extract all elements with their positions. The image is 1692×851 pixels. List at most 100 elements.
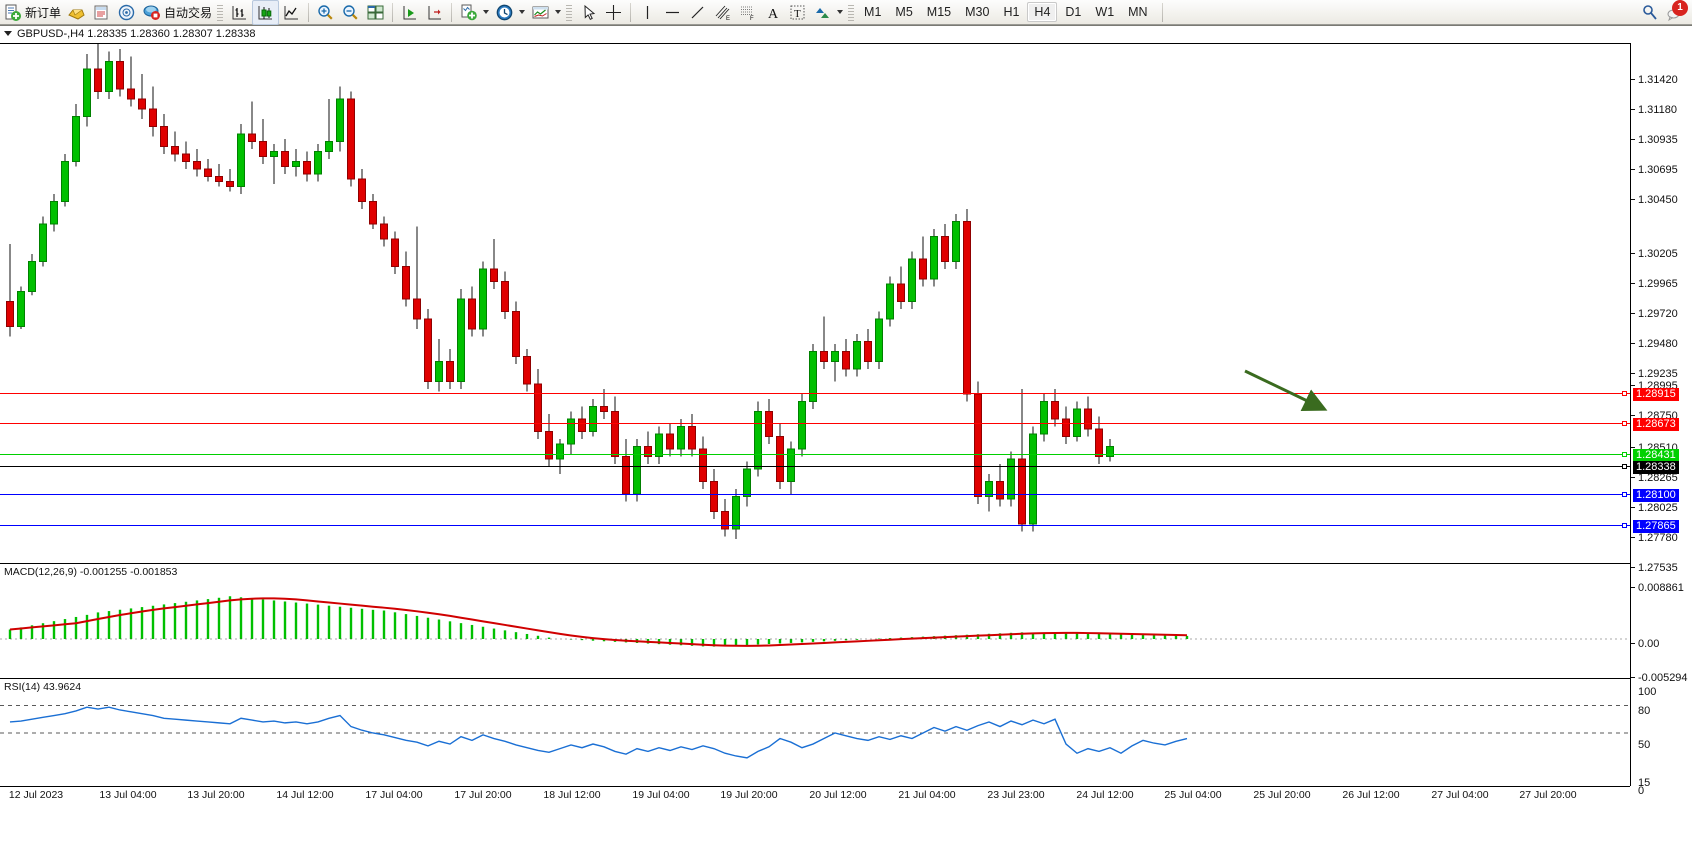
market-watch-button[interactable]: [64, 1, 89, 24]
price-label-resistance-1[interactable]: 1.28915: [1633, 388, 1679, 401]
timeframe-group: M1 M5 M15 M30 H1 H4 D1 W1 MN: [858, 2, 1154, 22]
timeframe-d1[interactable]: D1: [1065, 5, 1082, 19]
price-line-current-price[interactable]: [0, 466, 1630, 467]
price-line-handle-support-blue-1[interactable]: [1622, 492, 1627, 497]
scale-tickmark: [1631, 373, 1635, 374]
time-axis-label: 25 Jul 20:00: [1253, 789, 1311, 801]
crosshair-tool-button[interactable]: [601, 1, 626, 24]
timeframe-w1[interactable]: W1: [1095, 5, 1115, 19]
period-dropdown-arrow[interactable]: [519, 10, 526, 14]
clock-icon: [495, 3, 514, 22]
downtrend-arrow-annotation[interactable]: [1240, 366, 1350, 426]
scale-tickmark: [1631, 537, 1635, 538]
auto-scroll-button[interactable]: [397, 1, 422, 24]
price-tick-label: 1.29720: [1638, 308, 1678, 320]
timeframe-h1[interactable]: H1: [1003, 5, 1020, 19]
price-line-support-blue-1[interactable]: [0, 494, 1630, 495]
text-label-button[interactable]: T: [785, 1, 810, 24]
trendline-icon: [688, 3, 707, 22]
candlestick-chart-button[interactable]: [252, 0, 280, 25]
time-axis-label: 21 Jul 04:00: [898, 789, 956, 801]
price-line-handle-resistance-1[interactable]: [1622, 391, 1627, 396]
timeframe-h4[interactable]: H4: [1027, 2, 1058, 22]
notifications-icon[interactable]: 1: [1665, 0, 1688, 22]
bar-chart-icon: [230, 3, 249, 22]
timeframe-m1[interactable]: M1: [864, 5, 882, 19]
price-line-handle-current-price[interactable]: [1622, 464, 1627, 469]
indicators-dropdown-arrow[interactable]: [483, 10, 490, 14]
price-tick-label: 1.28265: [1638, 472, 1678, 484]
timeframe-m30[interactable]: M30: [965, 5, 990, 19]
time-axis-label: 18 Jul 12:00: [543, 789, 601, 801]
arrows-icon: [813, 3, 832, 22]
zoom-out-button[interactable]: [338, 1, 363, 24]
price-line-support-green[interactable]: [0, 454, 1630, 455]
price-label-support-blue-1[interactable]: 1.28100: [1633, 489, 1679, 502]
indicators-button[interactable]: [456, 1, 492, 24]
time-axis-separator: [0, 786, 1630, 787]
arrows-dropdown-arrow[interactable]: [837, 10, 844, 14]
chart-shift-button[interactable]: [422, 1, 447, 24]
price-line-resistance-2[interactable]: [0, 423, 1630, 424]
scale-tickmark: [1631, 79, 1635, 80]
line-chart-icon: [282, 3, 301, 22]
price-line-handle-support-green[interactable]: [1622, 452, 1627, 457]
toolbar-grip-3[interactable]: [848, 2, 855, 22]
price-scale[interactable]: 1.31420 1.31180 1.30935 1.30695 1.30450 1.302…: [1630, 43, 1692, 797]
data-window-button[interactable]: [89, 1, 114, 24]
macd-pane[interactable]: MACD(12,26,9) -0.001255 -0.001853: [0, 563, 1630, 678]
timeframe-m15[interactable]: M15: [926, 5, 952, 19]
macd-tickmark: [1631, 587, 1635, 588]
autotrading-icon: [142, 3, 161, 22]
price-pane[interactable]: [0, 43, 1630, 563]
fibonacci-button[interactable]: F: [735, 1, 760, 24]
line-chart-button[interactable]: [279, 1, 304, 24]
candlestick-chart-icon: [256, 3, 275, 22]
rsi-pane[interactable]: RSI(14) 43.9624: [0, 678, 1630, 786]
new-order-label: 新订单: [25, 5, 62, 20]
price-line-resistance-1[interactable]: [0, 393, 1630, 394]
price-label-resistance-2[interactable]: 1.28673: [1633, 418, 1679, 431]
arrows-button[interactable]: [810, 1, 846, 24]
text-tool-button[interactable]: A: [760, 1, 785, 24]
price-tick-label: 1.31420: [1638, 74, 1678, 86]
new-order-button[interactable]: 新订单: [0, 1, 64, 24]
navigator-button[interactable]: [114, 1, 139, 24]
timeframe-m5[interactable]: M5: [895, 5, 913, 19]
search-icon[interactable]: [1640, 3, 1659, 22]
crosshair-icon: [604, 3, 623, 22]
trendline-button[interactable]: [685, 1, 710, 24]
rsi-tick-label: 0: [1638, 785, 1645, 797]
templates-button[interactable]: [528, 1, 564, 24]
vertical-line-button[interactable]: [635, 1, 660, 24]
time-axis-label: 27 Jul 20:00: [1519, 789, 1577, 801]
equidistant-channel-button[interactable]: E: [710, 1, 735, 24]
zoom-in-button[interactable]: [313, 1, 338, 24]
time-axis-label: 14 Jul 12:00: [276, 789, 334, 801]
autotrading-button[interactable]: 自动交易: [139, 1, 215, 24]
price-tick-label: 1.30695: [1638, 164, 1678, 176]
rsi-tick-label: 15: [1638, 777, 1651, 789]
price-label-support-green[interactable]: 1.28431: [1633, 449, 1679, 462]
scale-tickmark: [1631, 567, 1635, 568]
horizontal-line-button[interactable]: [660, 1, 685, 24]
rsi-tick-label: 100: [1638, 686, 1657, 698]
price-line-handle-support-blue-2[interactable]: [1622, 523, 1627, 528]
collapse-triangle-icon[interactable]: [4, 31, 12, 36]
toolbar-separator-2: [392, 2, 394, 22]
toolbar-grip-2[interactable]: [566, 2, 573, 22]
cursor-tool-button[interactable]: [576, 1, 601, 24]
templates-dropdown-arrow[interactable]: [555, 10, 562, 14]
timeframe-mn[interactable]: MN: [1128, 5, 1148, 19]
price-label-support-blue-2[interactable]: 1.27865: [1633, 520, 1679, 533]
toolbar-grip-1[interactable]: [217, 2, 224, 22]
price-label-current-price[interactable]: 1.28338: [1633, 461, 1679, 474]
price-tick-label: 1.30450: [1638, 194, 1678, 206]
price-line-handle-resistance-2[interactable]: [1622, 421, 1627, 426]
tile-windows-button[interactable]: [363, 1, 388, 24]
price-tick-label: 1.27535: [1638, 562, 1678, 574]
time-axis[interactable]: 12 Jul 2023 13 Jul 04:00 13 Jul 20:00 14 Ju…: [0, 787, 1630, 805]
bar-chart-button[interactable]: [227, 1, 252, 24]
period-button[interactable]: [492, 1, 528, 24]
price-line-support-blue-2[interactable]: [0, 525, 1630, 526]
